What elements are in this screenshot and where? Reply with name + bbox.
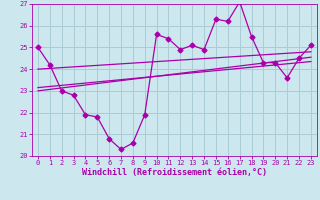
- X-axis label: Windchill (Refroidissement éolien,°C): Windchill (Refroidissement éolien,°C): [82, 168, 267, 177]
